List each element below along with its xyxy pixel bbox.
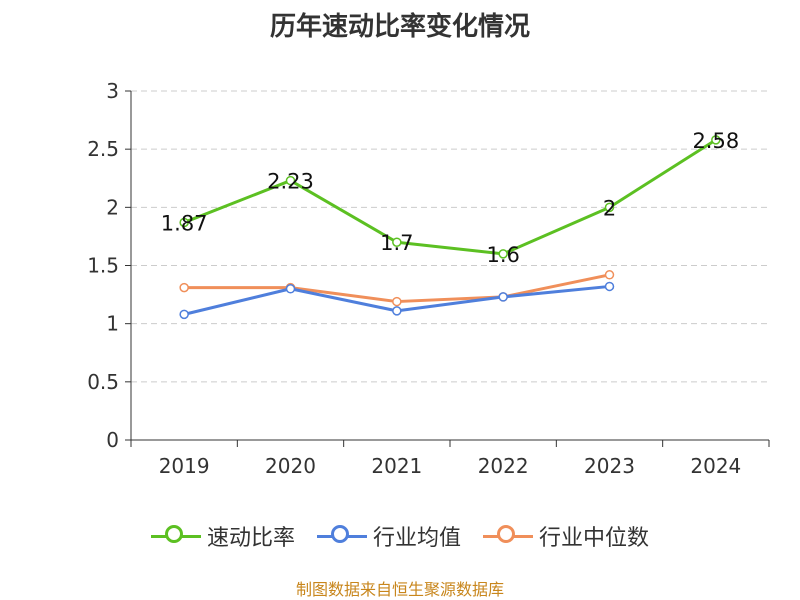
y-tick-label: 3: [106, 79, 119, 103]
data-point: [604, 281, 615, 292]
y-tick-label: 1.5: [87, 254, 119, 278]
x-tick-label: 2019: [159, 454, 210, 478]
x-tick-label: 2022: [478, 454, 529, 478]
y-tick-label: 0.5: [87, 370, 119, 394]
legend-item-quick-ratio[interactable]: 速动比率: [150, 520, 295, 552]
legend-label: 行业均值: [372, 526, 461, 551]
legend-marker-icon: [483, 524, 533, 548]
data-point: [392, 237, 402, 247]
legend-item-industry-mean[interactable]: 行业均值: [316, 520, 461, 552]
data-point: [179, 309, 189, 320]
y-tick-label: 1: [106, 312, 119, 336]
series-line-0: [183, 138, 717, 256]
y-tick-label: 0: [106, 428, 119, 452]
data-point: [498, 249, 508, 259]
data-label: 2: [603, 196, 616, 220]
data-point: [179, 217, 189, 228]
data-point: [604, 202, 615, 213]
chart-title: 历年速动比率变化情况: [269, 12, 530, 42]
axes: 0 0.5 1 1.5 2 2.5 3 2019 2020 2021 2022 2023 2024: [87, 79, 770, 478]
data-point: [711, 135, 721, 145]
data-point: [285, 175, 296, 186]
x-tick-label: 2020: [265, 454, 316, 478]
y-tick-label: 2.5: [87, 137, 119, 161]
grid-lines: [131, 90, 769, 383]
x-tick-label: 2021: [371, 454, 422, 478]
legend-label: 速动比率: [206, 526, 295, 551]
data-labels: 1.87 2.23 1.7 1.6 2 2.58: [161, 129, 739, 267]
source-note: 制图数据来自恒生聚源数据库: [295, 580, 504, 599]
legend: 速动比率 行业均值 行业中位数: [0, 520, 800, 552]
x-tick-label: 2024: [690, 454, 741, 478]
data-point: [285, 284, 296, 294]
data-point: [392, 296, 402, 307]
x-tick-label: 2023: [584, 454, 635, 478]
legend-marker-icon: [150, 524, 201, 548]
legend-marker-icon: [316, 524, 367, 548]
data-point: [604, 270, 615, 280]
legend-item-industry-median[interactable]: 行业中位数: [483, 520, 649, 552]
data-label: 1.6: [486, 243, 519, 267]
data-label: 2.58: [692, 129, 739, 153]
data-point: [498, 292, 508, 302]
data-point: [392, 306, 402, 316]
data-label: 1.87: [161, 211, 208, 235]
y-tick-label: 2: [106, 195, 119, 219]
data-point: [179, 282, 189, 293]
legend-label: 行业中位数: [539, 526, 650, 551]
data-label: 1.7: [380, 231, 413, 255]
series-lines: [179, 135, 721, 320]
data-label: 2.23: [267, 170, 314, 194]
